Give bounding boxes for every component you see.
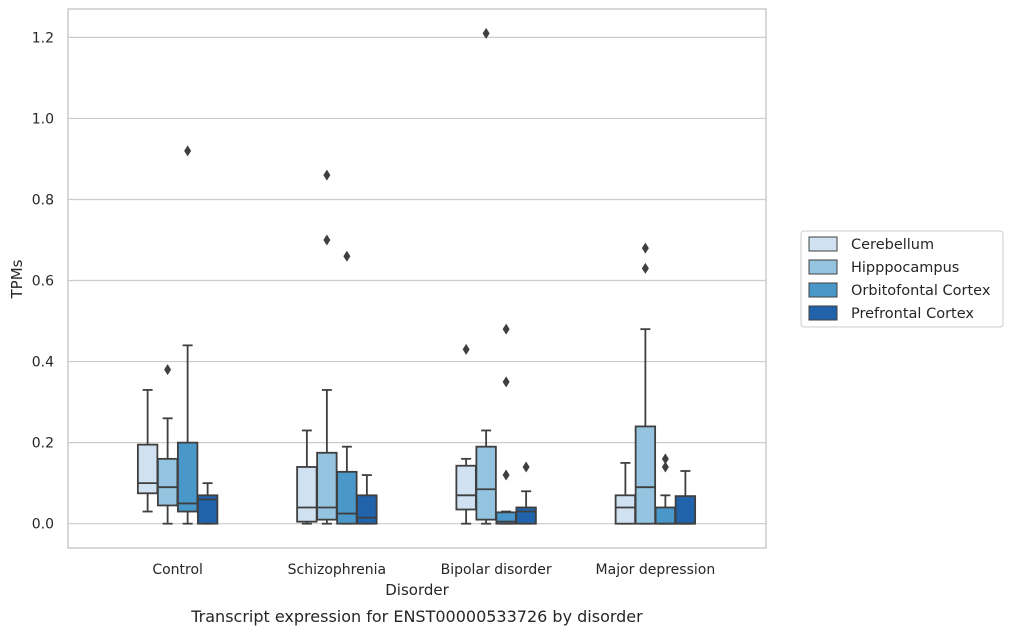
outlier-point [502, 469, 510, 481]
plot-area-frame [67, 8, 767, 549]
y-tick-label: 0.2 [32, 436, 54, 452]
x-tick-label: Control [152, 562, 203, 578]
x-axis-title: Disorder [385, 581, 449, 599]
outlier-point [323, 234, 331, 246]
legend-swatch [808, 236, 838, 252]
box-prefrontal-cortex [515, 461, 537, 525]
outlier-point [661, 453, 669, 465]
box-hipppocampus [634, 242, 657, 525]
box-prefrontal-cortex [356, 474, 378, 525]
box-prefrontal-cortex [196, 482, 219, 525]
legend-label: Hipppocampus [851, 260, 959, 276]
outlier-point [502, 323, 510, 335]
box-cerebellum [296, 429, 318, 525]
outlier-point [502, 376, 510, 388]
legend: Cerebellum Hipppocampus Orbitofontal Corte… [800, 230, 1004, 328]
box-iqr [614, 494, 637, 525]
outlier-point [462, 343, 470, 355]
box-iqr [136, 443, 159, 495]
x-tick-label: Major depression [596, 562, 716, 578]
box-cerebellum [136, 389, 159, 513]
legend-swatch [808, 305, 838, 321]
x-tick-label: Bipolar disorder [441, 562, 552, 578]
outlier-point [482, 27, 490, 39]
outlier-point [641, 262, 649, 274]
box-groups [136, 27, 697, 525]
x-axis-ticks: Control Schizophrenia Bipolar disorder Majo… [152, 562, 715, 578]
box-iqr [296, 466, 318, 523]
box-orbitofontal-cortex [336, 250, 358, 525]
box-iqr [674, 495, 697, 525]
outlier-point [164, 364, 172, 376]
x-tick-label: Schizophrenia [288, 562, 386, 578]
box-iqr [196, 494, 219, 525]
box-prefrontal-cortex [674, 470, 697, 525]
outlier-point [641, 242, 649, 254]
box-iqr [176, 441, 199, 513]
outlier-point [522, 461, 530, 473]
box-iqr [336, 470, 358, 525]
box-iqr [455, 464, 477, 511]
box-hipppocampus [156, 364, 179, 525]
outlier-point [661, 461, 669, 473]
chart-caption: Transcript expression for ENST0000053372… [190, 607, 643, 626]
y-tick-label: 0.6 [32, 274, 54, 290]
outlier-point [184, 145, 192, 157]
box-iqr [654, 506, 677, 525]
box-iqr [475, 445, 497, 521]
legend-swatch [808, 282, 838, 298]
y-tick-label: 1.2 [32, 30, 54, 46]
box-iqr [634, 425, 657, 525]
box-orbitofontal-cortex [654, 453, 677, 525]
box-iqr [316, 451, 338, 521]
box-cerebellum [614, 461, 637, 525]
legend-swatch [808, 259, 838, 275]
legend-label: Prefrontal Cortex [851, 306, 974, 322]
outlier-point [323, 169, 331, 181]
legend-label: Cerebellum [851, 237, 934, 253]
y-tick-label: 0.8 [32, 192, 54, 208]
box-iqr [156, 457, 179, 507]
legend-label: Orbitofontal Cortex [851, 283, 991, 299]
y-tick-label: 1.0 [32, 111, 54, 127]
y-axis-title: TPMs [8, 259, 26, 299]
box-hipppocampus [475, 27, 497, 525]
y-tick-label: 0.0 [32, 517, 54, 533]
box-orbitofontal-cortex [176, 145, 199, 525]
y-tick-label: 0.4 [32, 355, 54, 371]
outlier-point [343, 250, 351, 262]
legend-frame [800, 230, 1004, 328]
box-iqr [356, 494, 378, 525]
y-axis-ticks: 0.0 0.2 0.4 0.6 0.8 1.0 1.2 [32, 30, 54, 532]
box-iqr [515, 506, 537, 525]
